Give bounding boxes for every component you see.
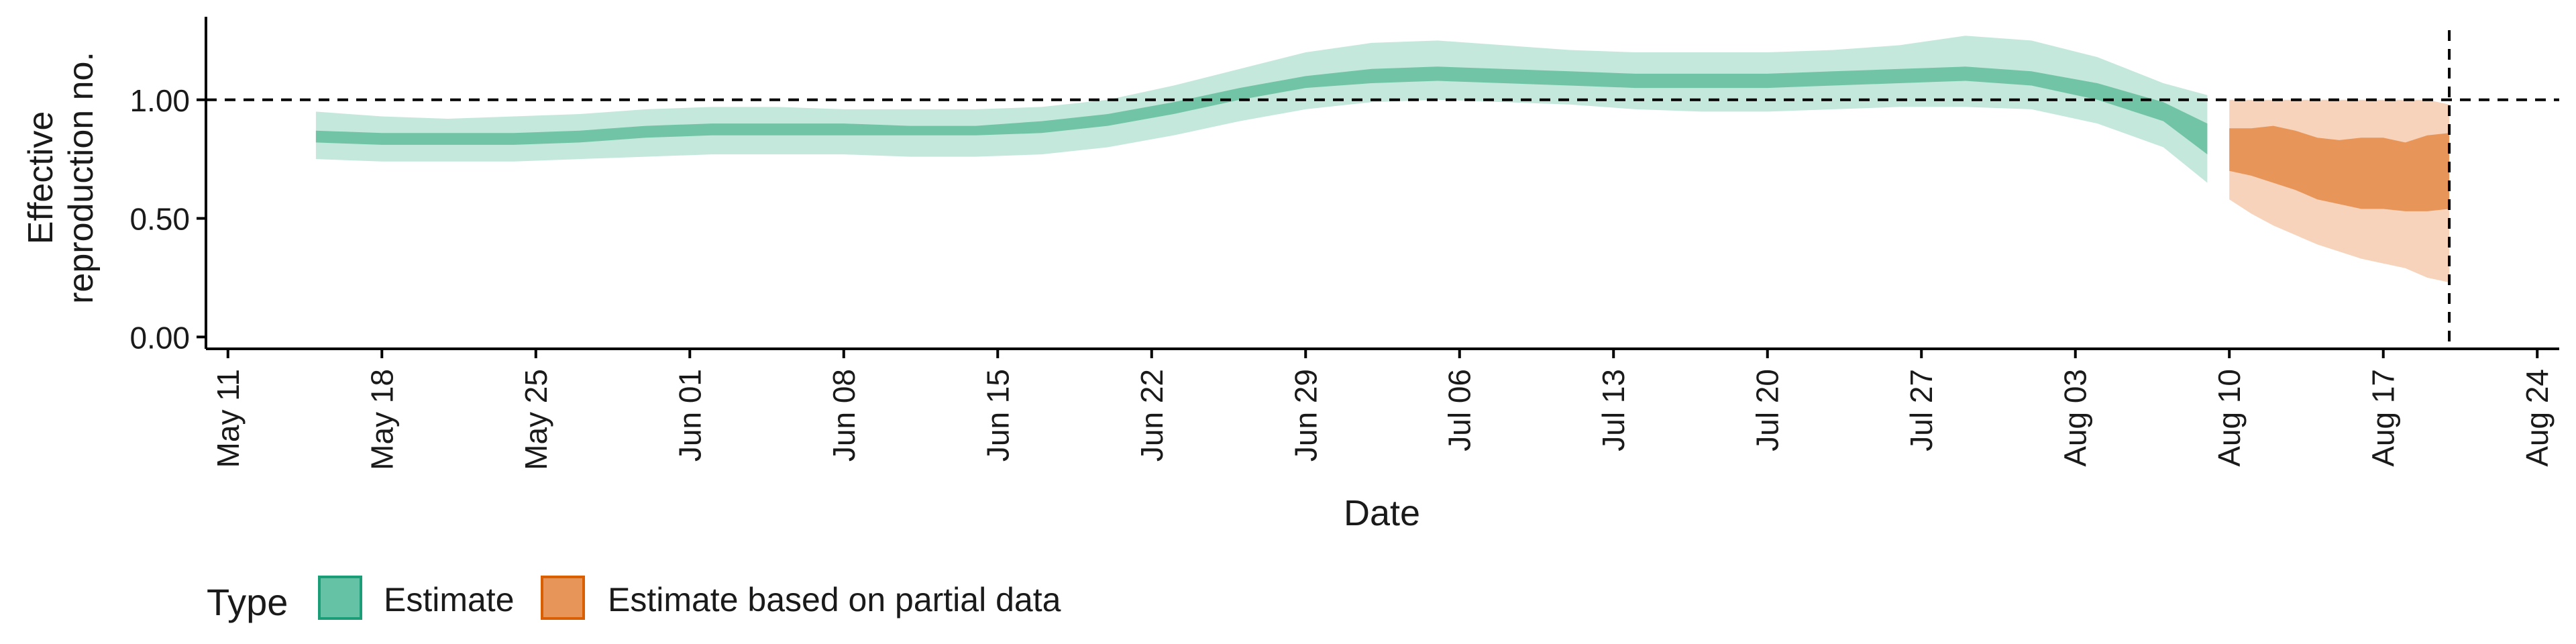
partial-estimate-inner-band: [2229, 125, 2450, 211]
legend-title: Type: [207, 581, 288, 623]
x-tick-label: May 18: [364, 369, 399, 470]
x-tick-label: Jun 29: [1288, 369, 1323, 462]
x-tick-label: Aug 17: [2366, 369, 2401, 467]
estimate-inner-band: [315, 66, 2208, 155]
y-tick-label: 0.00: [129, 320, 190, 355]
x-tick-label: Jul 06: [1442, 369, 1477, 451]
x-tick-label: Jul 13: [1596, 369, 1631, 451]
y-tick-label: 0.50: [129, 202, 190, 237]
x-tick-label: May 11: [211, 369, 246, 468]
x-tick-label: Jun 15: [980, 369, 1015, 462]
tick-layer: 0.00 0.50 1.00 May 11 May 18 May 25 Jun 01 Jun …: [129, 83, 2555, 470]
x-tick-label: May 25: [519, 369, 553, 470]
legend-label: Estimate based on partial data: [608, 581, 1061, 619]
reference-lines: [206, 30, 2559, 349]
x-tick-label: Aug 10: [2212, 369, 2247, 467]
estimate-outer-band: [315, 36, 2208, 183]
axes: [205, 17, 2559, 350]
x-axis-label: Date: [1344, 493, 1420, 533]
legend-key-partial: [541, 576, 585, 620]
bands-layer: [315, 36, 2450, 283]
x-tick-label: Jun 08: [826, 369, 861, 462]
x-tick-label: Jun 01: [672, 369, 707, 462]
legend: Type Estimate Estimate based on partial d…: [207, 576, 1061, 623]
y-tick-label: 1.00: [129, 83, 190, 118]
x-tick-label: Jul 27: [1904, 369, 1939, 451]
x-tick-label: Aug 03: [2058, 369, 2093, 467]
x-tick-label: Jul 20: [1750, 369, 1785, 451]
x-tick-label: Aug 24: [2520, 369, 2555, 467]
y-axis-label: Effectivereproduction no.: [21, 52, 101, 304]
legend-label: Estimate: [384, 581, 515, 619]
legend-key-estimate: [318, 576, 362, 620]
x-tick-label: Jun 22: [1134, 369, 1169, 462]
